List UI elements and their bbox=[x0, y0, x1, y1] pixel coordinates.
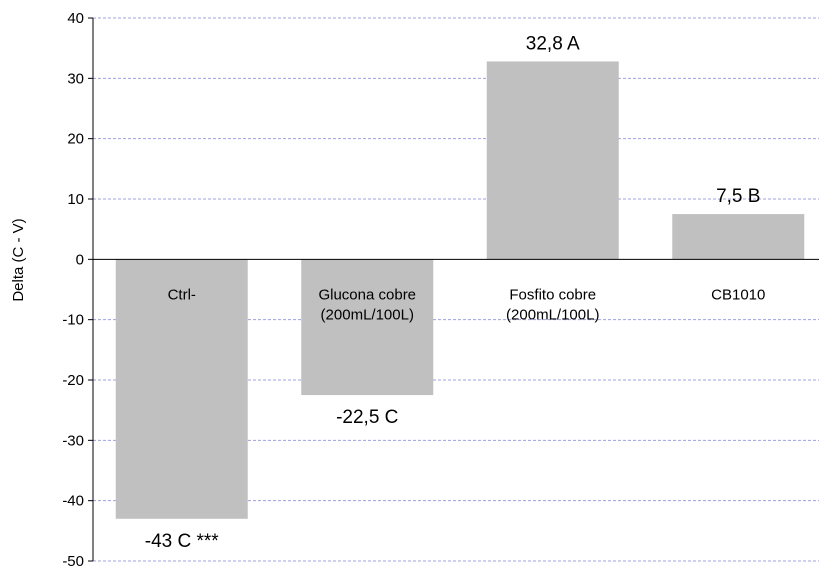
y-tick-label: -20 bbox=[62, 372, 84, 389]
data-labels: -43 C *** -22,5 C 32,8 A 7,5 B bbox=[145, 33, 761, 551]
axes bbox=[88, 17, 819, 562]
bar bbox=[672, 214, 805, 260]
data-label: -22,5 C bbox=[336, 407, 398, 428]
y-tick-label: -40 bbox=[62, 493, 84, 510]
category-label: (200mL/100L) bbox=[321, 306, 414, 323]
data-label: -43 C *** bbox=[145, 531, 220, 552]
y-tick-label: 20 bbox=[67, 131, 84, 148]
data-label: 32,8 A bbox=[526, 33, 580, 54]
bar bbox=[486, 61, 619, 260]
y-tick-label: -50 bbox=[62, 553, 84, 568]
category-label: Glucona cobre bbox=[318, 286, 416, 303]
y-tick-label: 0 bbox=[76, 251, 84, 268]
category-label: Fosfito cobre bbox=[509, 286, 596, 303]
y-tick-label: 30 bbox=[67, 70, 84, 87]
y-tick-label: 40 bbox=[67, 10, 84, 27]
category-labels: Ctrl- Glucona cobre (200mL/100L) Fosfito co… bbox=[168, 286, 766, 323]
data-label: 7,5 B bbox=[716, 186, 760, 207]
bar bbox=[115, 259, 248, 519]
category-label: Ctrl- bbox=[168, 286, 196, 303]
y-axis-title: Delta (C - V) bbox=[10, 218, 27, 301]
bars bbox=[115, 61, 805, 519]
category-label: CB1010 bbox=[711, 286, 765, 303]
category-label: (200mL/100L) bbox=[506, 306, 599, 323]
y-tick-labels: 40 30 20 10 0 -10 -20 -30 -40 -50 bbox=[62, 10, 84, 568]
y-tick-label: -10 bbox=[62, 312, 84, 329]
y-tick-label: -30 bbox=[62, 432, 84, 449]
bar bbox=[301, 259, 434, 396]
y-tick-label: 10 bbox=[67, 191, 84, 208]
